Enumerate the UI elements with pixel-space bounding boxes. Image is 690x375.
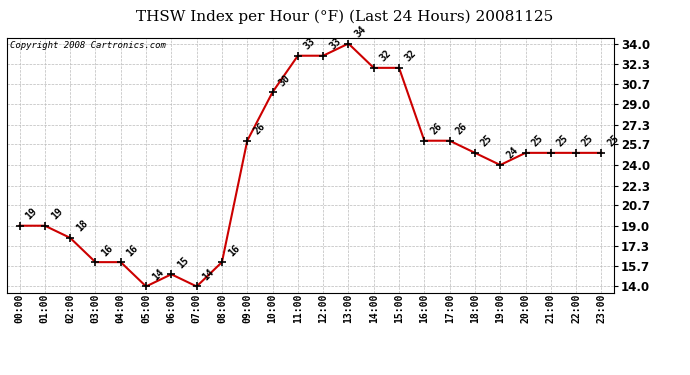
Text: 15: 15	[175, 255, 191, 270]
Text: 18: 18	[75, 218, 90, 234]
Text: 32: 32	[378, 48, 393, 64]
Text: 16: 16	[99, 243, 115, 258]
Text: 16: 16	[226, 243, 242, 258]
Text: 25: 25	[555, 133, 571, 149]
Text: 30: 30	[277, 73, 292, 88]
Text: 26: 26	[428, 121, 444, 136]
Text: 24: 24	[504, 146, 520, 161]
Text: 25: 25	[479, 133, 495, 149]
Text: THSW Index per Hour (°F) (Last 24 Hours) 20081125: THSW Index per Hour (°F) (Last 24 Hours)…	[137, 9, 553, 24]
Text: 14: 14	[201, 267, 216, 282]
Text: 26: 26	[251, 121, 267, 136]
Text: Copyright 2008 Cartronics.com: Copyright 2008 Cartronics.com	[10, 41, 166, 50]
Text: 19: 19	[49, 206, 64, 222]
Text: 26: 26	[454, 121, 469, 136]
Text: 14: 14	[150, 267, 166, 282]
Text: 19: 19	[23, 206, 39, 222]
Text: 33: 33	[327, 36, 343, 51]
Text: 32: 32	[403, 48, 419, 64]
Text: 34: 34	[353, 24, 368, 39]
Text: 16: 16	[125, 243, 140, 258]
Text: 33: 33	[302, 36, 317, 51]
Text: 25: 25	[530, 133, 545, 149]
Text: 25: 25	[580, 133, 595, 149]
Text: 25: 25	[606, 133, 621, 149]
